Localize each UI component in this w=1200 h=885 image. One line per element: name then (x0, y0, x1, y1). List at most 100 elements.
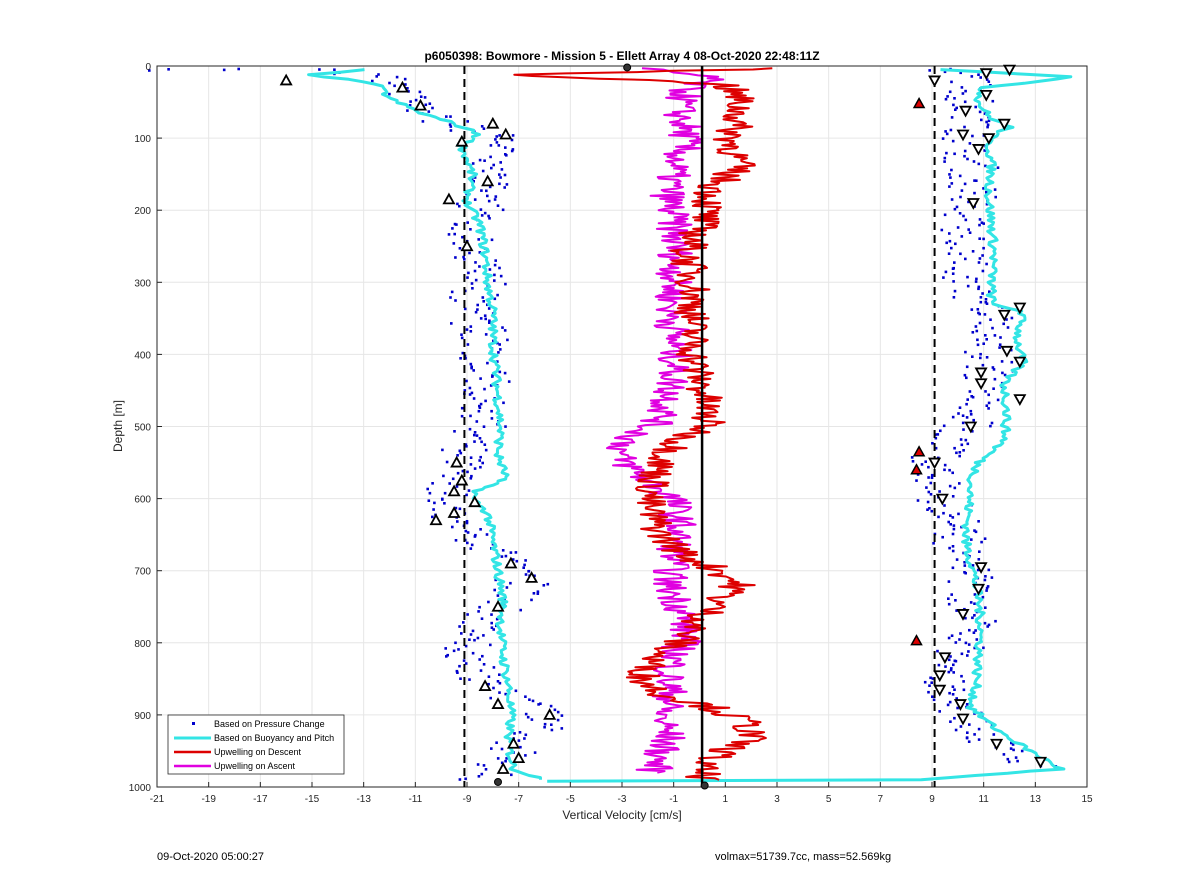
pressure-point-ascent (929, 493, 933, 496)
ascent-triangle-marker (966, 198, 980, 210)
pressure-point-ascent (948, 232, 951, 235)
pressure-point-descent (447, 233, 451, 236)
pressure-point-descent (499, 274, 503, 278)
pressure-point-ascent (976, 568, 980, 572)
endpoint-marker (700, 781, 709, 790)
legend-entry-descent: Upwelling on Descent (174, 747, 302, 757)
pressure-point-descent (473, 198, 477, 201)
pressure-point-descent (490, 747, 493, 750)
pressure-point-ascent (947, 252, 951, 255)
pressure-point-ascent (951, 549, 955, 553)
pressure-point-descent (517, 739, 521, 742)
descent-triangle-marker (279, 73, 293, 86)
pressure-point-descent (468, 678, 471, 681)
pressure-point-descent (456, 454, 459, 457)
pressure-point-ascent (951, 566, 955, 570)
pressure-point-descent (459, 451, 463, 455)
pressure-point-descent (478, 658, 481, 661)
pressure-point-ascent (975, 638, 979, 641)
pressure-point-ascent (958, 482, 961, 485)
pressure-point-ascent (967, 228, 970, 231)
pressure-point-descent (473, 176, 477, 179)
pressure-point-descent (537, 703, 540, 706)
pressure-point-descent (460, 632, 463, 635)
pressure-point-ascent (929, 676, 932, 680)
pressure-point-ascent (992, 387, 995, 390)
pressure-point-descent (455, 223, 458, 226)
pressure-point-ascent (955, 451, 958, 455)
pressure-point-descent (460, 414, 464, 418)
pressure-point-ascent (966, 654, 969, 657)
pressure-point-descent (471, 651, 475, 655)
ascent-triangle-marker (933, 670, 947, 683)
ascent-triangle-marker (971, 583, 986, 596)
pressure-point-ascent (978, 110, 982, 114)
y-tick-label: 400 (134, 350, 151, 361)
pressure-point-descent (465, 379, 468, 383)
pressure-point-descent (459, 677, 462, 680)
pressure-point-descent (450, 322, 453, 325)
pressure-point-descent (511, 148, 515, 151)
x-tick-label: 13 (1030, 794, 1042, 805)
pressure-point-ascent (978, 218, 982, 221)
pressure-point-ascent (961, 92, 965, 95)
x-tick-label: -1 (669, 794, 678, 805)
pressure-point-descent (454, 641, 457, 645)
pressure-point-descent (553, 708, 557, 712)
pressure-point-ascent (959, 632, 962, 635)
pressure-point-ascent (960, 86, 964, 89)
pressure-point-ascent (953, 688, 956, 691)
footer-volume-mass: volmax=51739.7cc, mass=52.569kg (715, 851, 892, 863)
pressure-point-ascent (958, 406, 962, 409)
pressure-point-ascent (945, 132, 949, 136)
pressure-point-ascent (938, 490, 941, 493)
descent-triangle-marker (499, 127, 513, 140)
pressure-point-ascent (967, 643, 971, 646)
pressure-point-ascent (966, 731, 969, 734)
pressure-point-descent (469, 362, 473, 366)
pressure-point-ascent (972, 160, 976, 163)
pressure-point-ascent (981, 595, 985, 599)
pressure-point-descent (451, 227, 454, 230)
pressure-point-ascent (960, 443, 964, 447)
pressure-point-descent (510, 773, 513, 777)
descent-triangle-marker (478, 679, 492, 691)
pressure-point-ascent (982, 342, 985, 345)
pressure-point-descent (463, 258, 466, 261)
pressure-point-ascent (974, 280, 978, 283)
pressure-point-ascent (977, 738, 981, 741)
pressure-point-ascent (932, 698, 936, 702)
pressure-point-descent (490, 417, 494, 420)
pressure-point-ascent (978, 312, 981, 316)
x-tick-label: -15 (305, 794, 320, 805)
pressure-point-ascent (960, 235, 964, 238)
pressure-point-ascent (987, 568, 991, 572)
pressure-point-ascent (953, 207, 957, 211)
pressure-point-ascent (948, 173, 951, 176)
pressure-point-descent (388, 81, 391, 85)
pressure-point-ascent (951, 495, 955, 498)
pressure-point-ascent (1016, 759, 1019, 763)
legend-swatch-pressure (192, 722, 195, 725)
pressure-point-ascent (948, 90, 952, 94)
pressure-point-ascent (977, 727, 981, 731)
pressure-point-descent (505, 586, 509, 589)
pressure-point-ascent (962, 680, 965, 683)
y-tick-label: 100 (134, 134, 151, 145)
pressure-point-descent (446, 653, 449, 657)
pressure-point-ascent (950, 246, 953, 250)
pressure-point-ascent (951, 415, 955, 419)
pressure-point-ascent (969, 601, 973, 604)
pressure-point-ascent (928, 69, 931, 72)
pressure-point-ascent (915, 479, 918, 482)
ascent-triangle-marker (997, 118, 1011, 131)
pressure-point-ascent (1012, 748, 1015, 752)
pressure-point-descent (472, 180, 475, 183)
pressure-point-ascent (985, 262, 988, 266)
pressure-point-ascent (956, 706, 959, 710)
pressure-point-ascent (965, 703, 969, 706)
pressure-point-descent (493, 297, 497, 301)
pressure-point-descent (462, 659, 466, 662)
pressure-point-descent (500, 168, 504, 171)
pressure-point-descent (511, 558, 515, 561)
